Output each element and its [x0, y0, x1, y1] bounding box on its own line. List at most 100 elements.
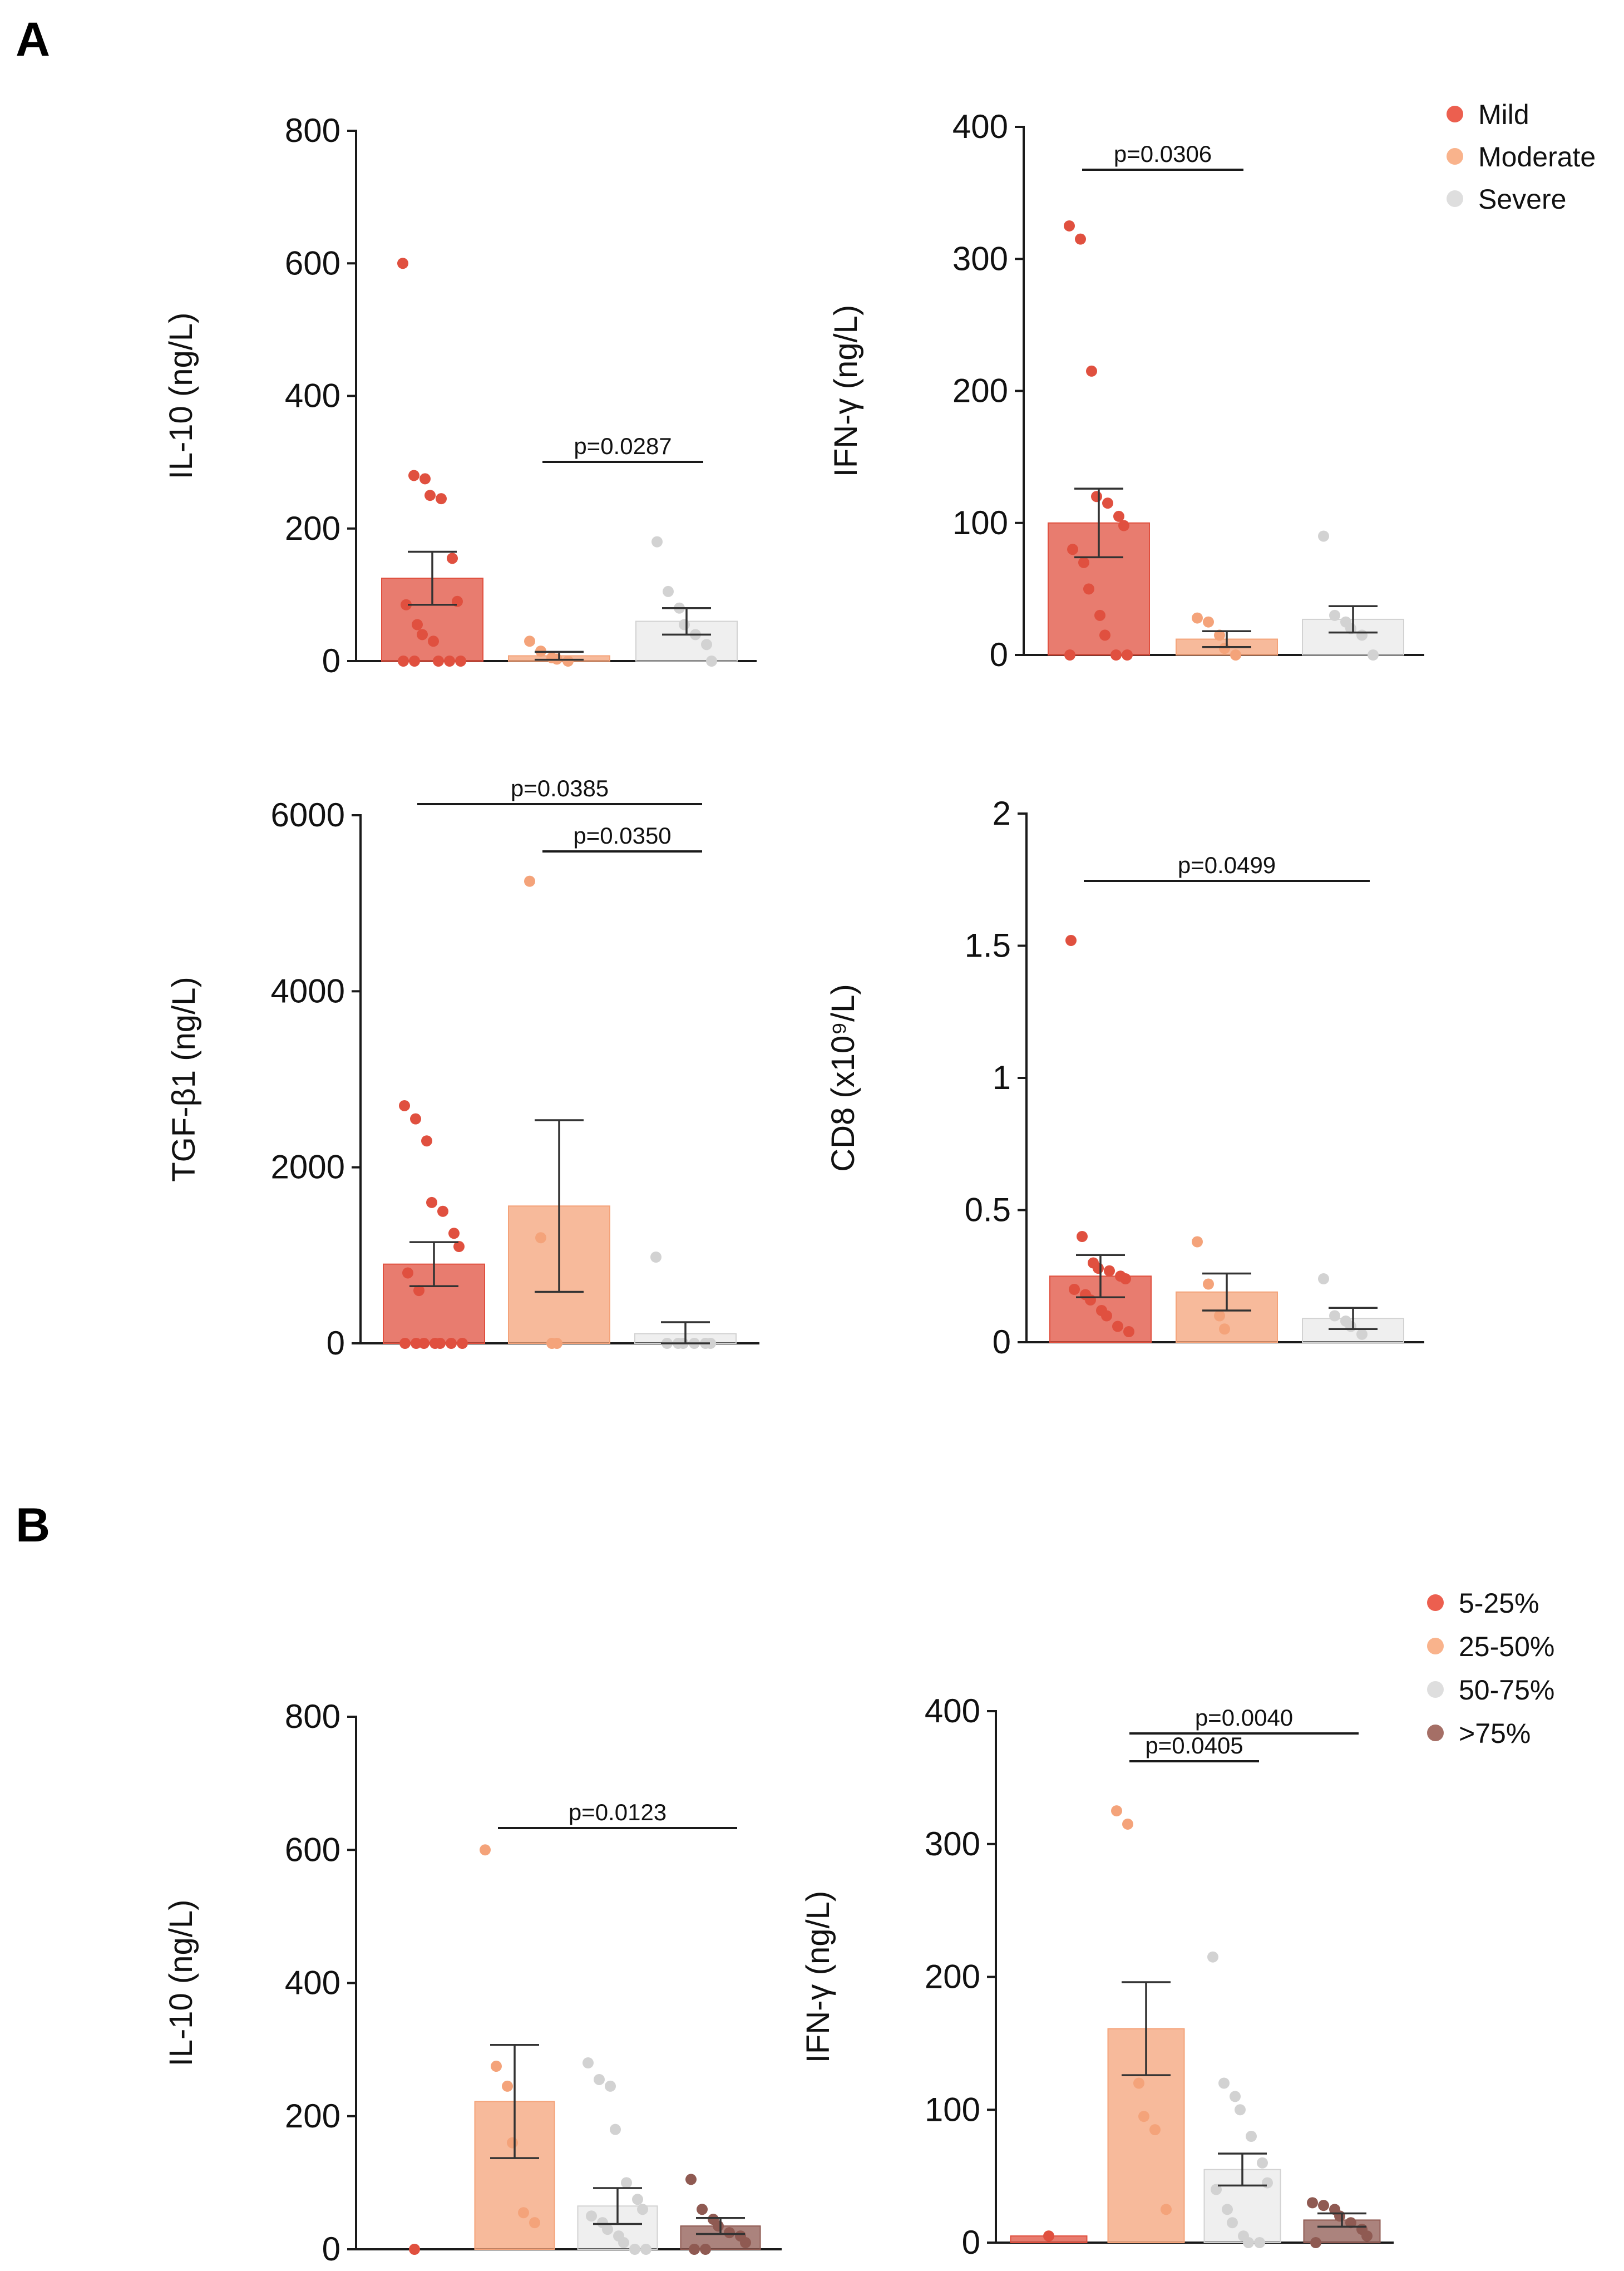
chart-a-tgf-beta1: 0 2000 4000 6000 TGF-β1 (ng/L) p=0.0385 p=0.03… — [166, 775, 759, 1362]
legend-label: 5-25% — [1459, 1588, 1539, 1619]
data-point — [399, 1338, 411, 1349]
data-point — [1254, 2237, 1265, 2248]
data-point — [1246, 2131, 1257, 2142]
data-point — [1318, 530, 1329, 542]
p-value-label: p=0.0405 — [1145, 1732, 1243, 1758]
data-point — [1318, 2200, 1329, 2211]
y-tick-label: 600 — [285, 1831, 340, 1868]
data-point — [437, 1205, 448, 1217]
data-point — [1356, 1328, 1368, 1340]
data-point — [700, 2244, 711, 2255]
panel-letter-a: A — [16, 13, 50, 66]
data-point — [637, 2204, 648, 2215]
y-tick-label: 300 — [925, 1825, 980, 1863]
data-point — [1091, 491, 1102, 503]
y-tick-label: 1.5 — [965, 927, 1011, 964]
data-point — [1075, 233, 1086, 245]
data-point — [1138, 2111, 1149, 2122]
data-point — [679, 619, 690, 630]
y-tick-label: 400 — [285, 377, 340, 415]
data-point — [583, 2057, 594, 2069]
data-point — [1086, 365, 1097, 377]
y-tick-label: 6000 — [271, 796, 345, 834]
y-tick-label: 4000 — [271, 972, 345, 1009]
legend-marker — [1447, 190, 1463, 207]
data-point — [1230, 649, 1241, 661]
data-point — [1064, 649, 1075, 661]
data-point — [1318, 1273, 1329, 1284]
p-value-label: p=0.0040 — [1195, 1705, 1293, 1731]
data-point — [1214, 1310, 1225, 1322]
data-point — [398, 656, 409, 667]
data-point — [602, 2224, 613, 2235]
data-point — [1099, 629, 1110, 641]
data-point — [629, 2244, 640, 2255]
data-point — [724, 2227, 735, 2239]
y-tick-label: 200 — [285, 510, 340, 547]
y-tick-label: 0 — [962, 2224, 980, 2261]
y-axis-label: IFN-γ (ng/L) — [800, 1891, 836, 2063]
data-point — [1149, 2124, 1161, 2136]
data-point — [1218, 2077, 1230, 2089]
chart-b-il10: 0 200 400 600 800 IL-10 (ng/L) p=0.0123 — [163, 1698, 782, 2268]
data-point — [651, 536, 663, 548]
data-point — [1334, 2210, 1345, 2222]
y-tick-label: 100 — [952, 504, 1008, 541]
data-point — [1329, 1310, 1340, 1322]
data-point — [502, 2080, 513, 2092]
data-point — [412, 619, 423, 630]
data-point — [1083, 583, 1094, 595]
data-point — [535, 1232, 546, 1244]
data-point — [426, 1196, 437, 1208]
legend-marker — [1427, 1725, 1444, 1741]
data-point — [1104, 1265, 1115, 1277]
data-point — [1122, 1818, 1133, 1830]
data-point — [491, 2061, 502, 2072]
legend-label: 25-50% — [1459, 1631, 1554, 1662]
legend-marker — [1427, 1638, 1444, 1654]
data-point — [1123, 1326, 1134, 1337]
data-point — [1329, 609, 1340, 621]
data-point — [529, 2217, 540, 2229]
data-point — [1192, 1236, 1203, 1248]
y-tick-label: 100 — [925, 2091, 980, 2128]
data-point — [685, 2174, 697, 2185]
data-point — [411, 1338, 422, 1349]
data-point — [663, 585, 674, 597]
data-point — [1112, 1321, 1123, 1332]
y-axis-label: CD8 (x10⁹/L) — [825, 984, 861, 1172]
data-point — [1094, 609, 1105, 621]
data-point — [650, 1251, 662, 1263]
chart-a-il10: 0 200 400 600 800 IL-10 (ng/L) p=0.0287 — [163, 112, 757, 679]
data-point — [1102, 497, 1113, 509]
data-point — [1219, 1323, 1230, 1335]
data-point — [524, 875, 535, 887]
data-point — [706, 656, 717, 667]
data-point — [618, 2237, 629, 2249]
data-point — [1120, 1273, 1131, 1284]
p-value-label: p=0.0385 — [511, 775, 609, 801]
data-point — [1067, 544, 1078, 555]
y-tick-label: 200 — [285, 2097, 340, 2135]
p-value-label: p=0.0306 — [1114, 141, 1212, 167]
data-point — [701, 639, 712, 651]
y-tick-label: 0 — [993, 1323, 1011, 1361]
data-point — [1077, 1231, 1088, 1242]
data-point — [397, 258, 408, 269]
data-point — [740, 2237, 751, 2249]
data-point — [1230, 2091, 1241, 2102]
data-point — [421, 1135, 432, 1147]
data-point — [689, 2244, 700, 2255]
chart-a-ifn-gamma: 0 100 200 300 400 IFN-γ (ng/L) p=0.0306 — [828, 108, 1424, 673]
legend-marker — [1447, 148, 1463, 165]
data-point — [1192, 612, 1203, 624]
data-point — [1222, 2204, 1233, 2215]
data-point — [1356, 629, 1368, 641]
y-axis-label: TGF-β1 (ng/L) — [166, 977, 202, 1182]
p-value-label: p=0.0287 — [574, 433, 672, 459]
data-point — [1133, 2077, 1144, 2089]
y-tick-label: 400 — [285, 1964, 340, 2002]
y-tick-label: 0 — [327, 1324, 345, 1362]
data-point — [1043, 2230, 1054, 2242]
